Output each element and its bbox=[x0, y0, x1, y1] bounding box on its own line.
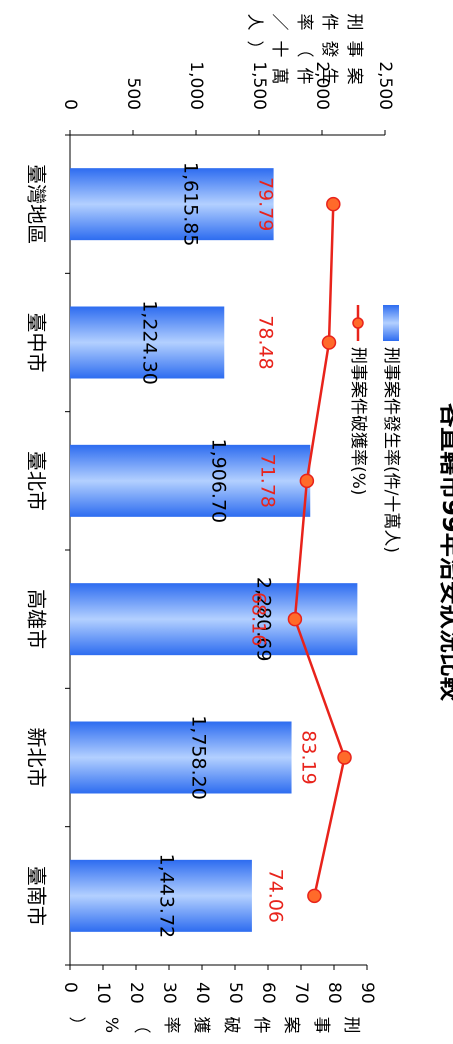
right-tick-label: 80 bbox=[324, 982, 344, 1004]
right-axis-label-char: 破 bbox=[221, 1017, 241, 1034]
bar bbox=[70, 444, 311, 517]
left-tick-label: 1,500 bbox=[249, 61, 269, 110]
bar bbox=[70, 721, 292, 794]
bar-data-label: 1,443.72 bbox=[156, 854, 178, 939]
left-axis-label-char: ） bbox=[244, 41, 264, 58]
left-axis-label-char: 生 bbox=[319, 68, 339, 85]
line-data-label: 79.79 bbox=[255, 177, 277, 231]
right-axis-label-char: 刑 bbox=[341, 1017, 361, 1034]
category-label: 新北市 bbox=[25, 728, 49, 788]
line-point bbox=[337, 750, 352, 765]
line-point bbox=[307, 888, 322, 904]
chart-title: 各直轄市99年治安狀況比較 bbox=[437, 402, 453, 701]
bar-data-label: 1,615.85 bbox=[180, 162, 202, 247]
category-label: 臺灣地區 bbox=[25, 164, 49, 244]
left-axis-label-char: （ bbox=[294, 41, 314, 58]
left-tick-label: 2,000 bbox=[312, 61, 332, 110]
right-axis-label-char: 率 bbox=[161, 1017, 181, 1034]
line-point bbox=[299, 473, 315, 489]
bar-data-label: 1,758.20 bbox=[188, 715, 210, 800]
category-label: 臺南市 bbox=[25, 866, 49, 926]
left-tick-label: 500 bbox=[123, 78, 143, 110]
line-data-label: 68.16 bbox=[248, 592, 270, 646]
right-tick-label: 90 bbox=[357, 982, 377, 1004]
legend-bar-label: 刑事案件發生率(件/十萬人) bbox=[381, 347, 401, 553]
right-axis-label-char: % bbox=[101, 1017, 121, 1033]
line-data-label: 83.19 bbox=[298, 730, 320, 784]
line-data-label: 71.78 bbox=[257, 454, 279, 508]
bar bbox=[70, 859, 252, 932]
right-axis-label-char: 獲 bbox=[191, 1017, 211, 1034]
legend-line-marker bbox=[352, 317, 364, 329]
left-axis-label-char: 十 bbox=[269, 41, 289, 58]
right-axis-label-char: ） bbox=[66, 1017, 86, 1034]
left-axis-label-char: ／ bbox=[269, 14, 289, 31]
left-axis-label-char: 案 bbox=[344, 68, 364, 85]
bar-data-label: 1,906.70 bbox=[208, 439, 230, 524]
right-tick-label: 10 bbox=[93, 982, 113, 1004]
right-tick-label: 70 bbox=[291, 982, 311, 1004]
right-tick-label: 20 bbox=[126, 982, 146, 1004]
left-axis-label-char: 發 bbox=[319, 41, 339, 58]
right-tick-label: 0 bbox=[60, 982, 80, 993]
bar-data-label: 2,280.69 bbox=[253, 577, 275, 662]
bar bbox=[70, 306, 225, 379]
right-tick-label: 60 bbox=[258, 982, 278, 1004]
category-label: 高雄市 bbox=[25, 589, 49, 649]
right-tick-label: 50 bbox=[225, 982, 245, 1004]
legend-line-label: 刑事案件破獲率(%) bbox=[348, 347, 368, 495]
left-axis-label-char: 件 bbox=[294, 68, 314, 85]
line-data-label: 74.06 bbox=[265, 869, 287, 923]
left-axis-label-char: 率 bbox=[294, 14, 314, 31]
left-axis-label-char: 萬 bbox=[269, 68, 289, 85]
left-axis-label-char: 件 bbox=[319, 14, 339, 31]
left-tick-label: 2,500 bbox=[375, 61, 395, 110]
bar bbox=[70, 168, 274, 241]
right-axis-label-char: 事 bbox=[311, 1017, 331, 1034]
line-data-label: 78.48 bbox=[255, 315, 277, 369]
bar bbox=[70, 583, 358, 656]
category-label: 臺中市 bbox=[25, 313, 49, 373]
category-label: 臺北市 bbox=[25, 451, 49, 511]
left-axis-label-char: 刑 bbox=[344, 14, 364, 31]
line-point bbox=[287, 611, 303, 627]
left-axis-label-char: 事 bbox=[344, 41, 364, 58]
left-tick-label: 0 bbox=[60, 99, 80, 110]
right-axis-label-char: （ bbox=[131, 1017, 151, 1034]
bar-data-label: 1,224.30 bbox=[139, 300, 161, 385]
right-tick-label: 30 bbox=[159, 982, 179, 1004]
line-series bbox=[293, 204, 346, 897]
left-axis-label-char: 人 bbox=[244, 14, 264, 31]
right-axis-label-char: 件 bbox=[251, 1017, 271, 1034]
right-axis-label-char: 案 bbox=[281, 1017, 301, 1034]
line-point bbox=[321, 335, 337, 350]
line-point bbox=[326, 196, 341, 212]
legend-bar-swatch bbox=[383, 305, 399, 341]
left-tick-label: 1,000 bbox=[186, 61, 206, 110]
right-tick-label: 40 bbox=[192, 982, 212, 1004]
